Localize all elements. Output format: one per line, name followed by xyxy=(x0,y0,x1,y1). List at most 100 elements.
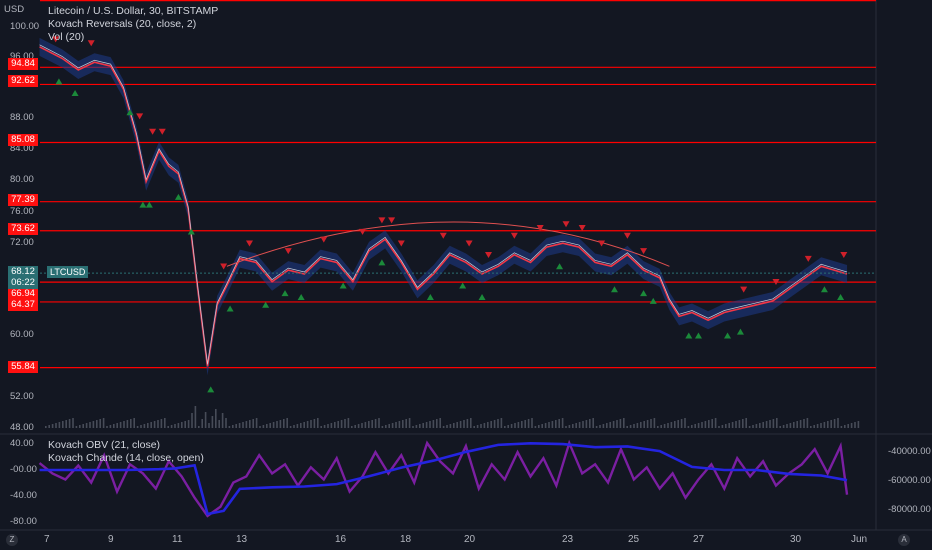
volume-bar xyxy=(113,424,115,428)
auto-scale-button[interactable]: A xyxy=(898,534,910,546)
volume-bar xyxy=(660,425,662,428)
chart-title[interactable]: Litecoin / U.S. Dollar, 30, BITSTAMP xyxy=(48,5,219,17)
volume-bar xyxy=(728,423,730,428)
volume-bar xyxy=(643,421,645,428)
sell-marker xyxy=(149,128,157,135)
volume-bar xyxy=(578,422,581,428)
volume-bar xyxy=(283,419,285,428)
volume-bar xyxy=(759,423,761,428)
sell-marker xyxy=(578,225,586,232)
sell-marker xyxy=(397,240,405,247)
volume-bar xyxy=(65,420,67,428)
sell-marker xyxy=(536,225,544,232)
volume-bar xyxy=(497,419,499,428)
volume-bar xyxy=(816,424,819,428)
volume-bar xyxy=(262,425,265,428)
volume-bar xyxy=(272,422,275,428)
volume-bar xyxy=(697,423,700,428)
volume-bar xyxy=(456,422,458,428)
volume-bar xyxy=(221,413,224,428)
volume-bar xyxy=(799,420,802,428)
volume-bar xyxy=(334,422,336,428)
volume-bar xyxy=(453,423,455,428)
volume-bar xyxy=(776,418,778,428)
buy-marker xyxy=(736,328,744,335)
volume-bar xyxy=(204,412,207,428)
buy-marker xyxy=(226,305,234,312)
volume-bar xyxy=(779,426,781,428)
indicator-kovach-obv[interactable]: Kovach OBV (21, close) xyxy=(48,439,161,451)
x-tick: 18 xyxy=(400,534,412,545)
current-price-tag: 68.12 xyxy=(8,266,38,278)
volume-bar xyxy=(119,422,122,428)
volume-bar xyxy=(286,418,288,428)
volume-bar xyxy=(833,419,836,428)
volume-bar xyxy=(126,420,129,428)
volume-bar xyxy=(143,424,146,428)
volume-bar xyxy=(306,421,309,428)
volume-bar xyxy=(147,423,149,428)
volume-bar xyxy=(174,424,176,428)
volume-bar xyxy=(612,421,615,428)
volume-bar xyxy=(718,426,720,428)
buy-marker xyxy=(640,290,648,297)
volume-bar xyxy=(198,426,200,428)
volume-bar xyxy=(432,420,435,428)
chande-tick: 40.00 xyxy=(10,438,34,449)
buy-marker xyxy=(187,228,195,235)
sell-marker xyxy=(772,278,780,285)
volume-bar xyxy=(517,422,520,428)
volume-bar xyxy=(361,423,363,428)
volume-bar xyxy=(589,419,591,428)
volume-bar xyxy=(463,420,465,428)
volume-bar xyxy=(687,426,690,428)
currency-label: USD xyxy=(4,4,25,15)
volume-bar xyxy=(330,423,333,428)
timezone-button[interactable]: Z xyxy=(6,534,18,546)
volume-bar xyxy=(310,420,312,428)
volume-bar xyxy=(48,425,50,428)
volume-bar xyxy=(704,421,707,428)
volume-bar xyxy=(313,419,316,428)
x-tick: 11 xyxy=(172,534,183,545)
buy-marker xyxy=(556,263,564,270)
sell-marker xyxy=(510,232,518,239)
level-tag: 94.84 xyxy=(8,58,38,70)
price-tick: 52.00 xyxy=(10,391,34,402)
volume-bar xyxy=(646,420,649,428)
symbol-tag: LTCUSD xyxy=(47,266,89,278)
sell-marker xyxy=(804,255,812,262)
volume-bar xyxy=(405,419,407,428)
level-tag: 85.08 xyxy=(8,134,38,146)
volume-bar xyxy=(626,426,628,428)
indicator-kovach-reversals[interactable]: Kovach Reversals (20, close, 2) xyxy=(48,18,197,30)
x-tick: 20 xyxy=(464,534,476,545)
volume-bar xyxy=(755,424,758,428)
volume-bar xyxy=(167,426,169,428)
obv-line xyxy=(39,441,848,516)
volume-bar xyxy=(531,418,533,428)
volume-bar xyxy=(745,418,747,428)
volume-bar xyxy=(708,420,710,428)
volume-bar xyxy=(558,419,560,428)
arc-annotation xyxy=(226,221,670,267)
volume-bar xyxy=(255,418,258,428)
volume-bar xyxy=(177,423,180,428)
volume-bar xyxy=(242,422,244,428)
volume-bar xyxy=(538,425,540,428)
volume-bar xyxy=(194,406,197,428)
volume-bar xyxy=(633,424,635,428)
volume-bar xyxy=(602,424,605,428)
sell-marker xyxy=(52,36,60,43)
volume-bar xyxy=(225,418,227,428)
buy-marker xyxy=(426,294,434,300)
volume-bar xyxy=(504,426,506,428)
sell-marker xyxy=(359,228,367,235)
volume-bar xyxy=(116,423,118,428)
volume-bar xyxy=(592,418,594,428)
indicator-kovach-chande[interactable]: Kovach Chande (14, close, open) xyxy=(48,452,204,464)
volume-bar xyxy=(106,426,108,428)
sell-marker xyxy=(136,113,144,120)
x-tick: 9 xyxy=(108,534,114,545)
indicator-volume[interactable]: Vol (20) xyxy=(48,31,85,43)
